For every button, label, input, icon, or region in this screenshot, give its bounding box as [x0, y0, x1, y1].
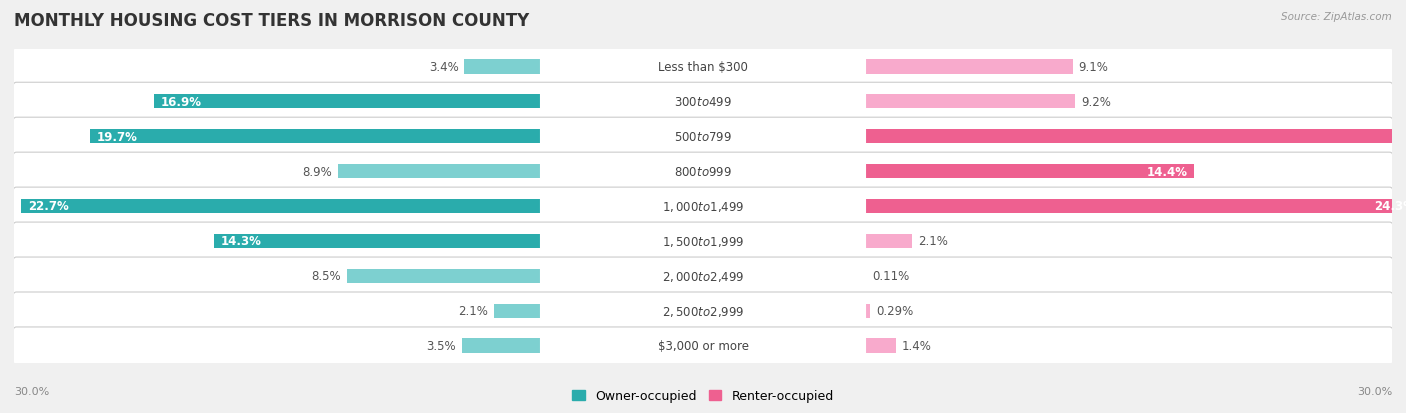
FancyBboxPatch shape [540, 266, 866, 287]
FancyBboxPatch shape [13, 292, 1393, 330]
Bar [155, 95, 543, 109]
FancyBboxPatch shape [540, 126, 866, 147]
Bar [494, 304, 543, 318]
Text: $1,000 to $1,499: $1,000 to $1,499 [662, 199, 744, 214]
Text: 2.1%: 2.1% [458, 305, 488, 318]
FancyBboxPatch shape [13, 83, 1393, 121]
Bar [863, 59, 1073, 74]
FancyBboxPatch shape [540, 56, 866, 78]
Text: $800 to $999: $800 to $999 [673, 165, 733, 178]
Text: MONTHLY HOUSING COST TIERS IN MORRISON COUNTY: MONTHLY HOUSING COST TIERS IN MORRISON C… [14, 12, 529, 30]
FancyBboxPatch shape [13, 327, 1393, 365]
Bar [863, 129, 1406, 144]
FancyBboxPatch shape [13, 118, 1393, 156]
Bar [863, 304, 870, 318]
FancyBboxPatch shape [540, 91, 866, 113]
Text: 9.2%: 9.2% [1081, 95, 1111, 108]
Bar [21, 199, 543, 214]
Bar [90, 129, 543, 144]
Text: 0.11%: 0.11% [872, 270, 910, 283]
Text: 3.4%: 3.4% [429, 61, 458, 74]
Text: 9.1%: 9.1% [1078, 61, 1108, 74]
Text: 16.9%: 16.9% [162, 95, 202, 108]
Text: 0.29%: 0.29% [876, 305, 914, 318]
Text: $3,000 or more: $3,000 or more [658, 339, 748, 352]
FancyBboxPatch shape [540, 196, 866, 217]
Text: 30.0%: 30.0% [1357, 387, 1392, 396]
Bar [863, 339, 896, 354]
Text: 3.5%: 3.5% [426, 339, 456, 352]
Text: Source: ZipAtlas.com: Source: ZipAtlas.com [1281, 12, 1392, 22]
Text: $500 to $799: $500 to $799 [673, 130, 733, 143]
Text: 14.3%: 14.3% [221, 235, 262, 248]
Text: $2,000 to $2,499: $2,000 to $2,499 [662, 269, 744, 283]
Text: Less than $300: Less than $300 [658, 61, 748, 74]
Text: 8.5%: 8.5% [312, 270, 342, 283]
Bar [863, 269, 866, 284]
Bar [863, 234, 912, 249]
Bar [347, 269, 543, 284]
Bar [464, 59, 543, 74]
Text: 19.7%: 19.7% [97, 130, 138, 143]
Text: $2,500 to $2,999: $2,500 to $2,999 [662, 304, 744, 318]
Text: 2.1%: 2.1% [918, 235, 948, 248]
Bar [337, 164, 543, 179]
Bar [863, 199, 1406, 214]
FancyBboxPatch shape [540, 300, 866, 322]
Text: 24.3%: 24.3% [1374, 200, 1406, 213]
FancyBboxPatch shape [13, 257, 1393, 295]
Text: 14.4%: 14.4% [1146, 165, 1188, 178]
Text: $1,500 to $1,999: $1,500 to $1,999 [662, 235, 744, 248]
Text: $300 to $499: $300 to $499 [673, 95, 733, 108]
Legend: Owner-occupied, Renter-occupied: Owner-occupied, Renter-occupied [568, 385, 838, 408]
Bar [461, 339, 543, 354]
Bar [863, 95, 1076, 109]
Text: 30.0%: 30.0% [14, 387, 49, 396]
FancyBboxPatch shape [540, 161, 866, 183]
Bar [214, 234, 543, 249]
Bar [863, 164, 1195, 179]
FancyBboxPatch shape [13, 223, 1393, 260]
FancyBboxPatch shape [540, 230, 866, 252]
Text: 22.7%: 22.7% [28, 200, 69, 213]
FancyBboxPatch shape [13, 48, 1393, 86]
Text: 8.9%: 8.9% [302, 165, 332, 178]
Text: 1.4%: 1.4% [901, 339, 932, 352]
FancyBboxPatch shape [13, 153, 1393, 190]
FancyBboxPatch shape [13, 188, 1393, 225]
FancyBboxPatch shape [540, 335, 866, 357]
